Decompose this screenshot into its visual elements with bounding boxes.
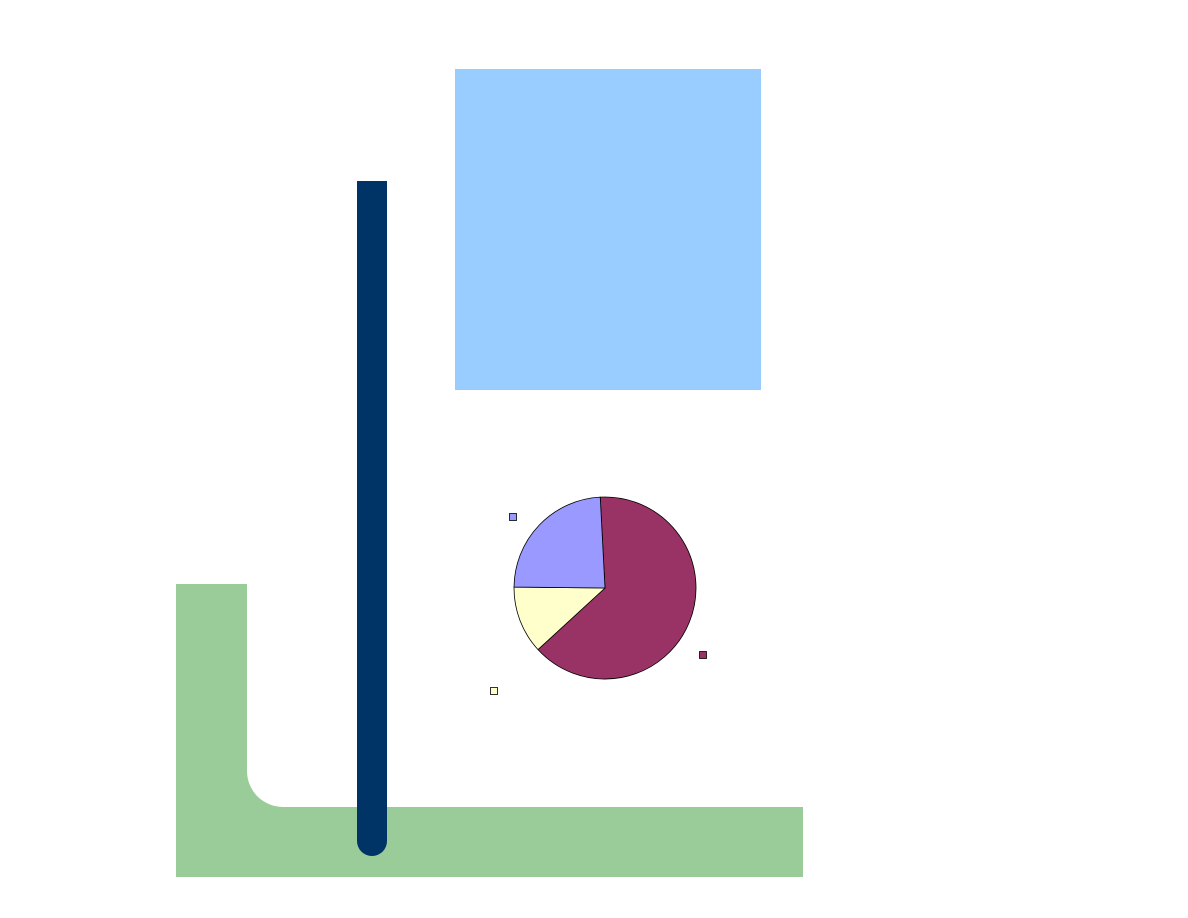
navy-vertical-bar <box>357 181 387 856</box>
pie-slice-2 <box>513 586 607 651</box>
legend-marker-3 <box>509 513 517 521</box>
pie-slice-3 <box>513 496 606 589</box>
legend-markers-group <box>490 513 707 695</box>
light-blue-block <box>455 69 761 390</box>
green-l-shape-corner-round <box>247 735 319 807</box>
legend-marker-1 <box>699 651 707 659</box>
legend-marker-2 <box>490 687 498 695</box>
pie-slice-1 <box>537 496 697 680</box>
green-l-shape-horizontal <box>176 807 803 877</box>
pie-slices-group <box>513 496 697 680</box>
